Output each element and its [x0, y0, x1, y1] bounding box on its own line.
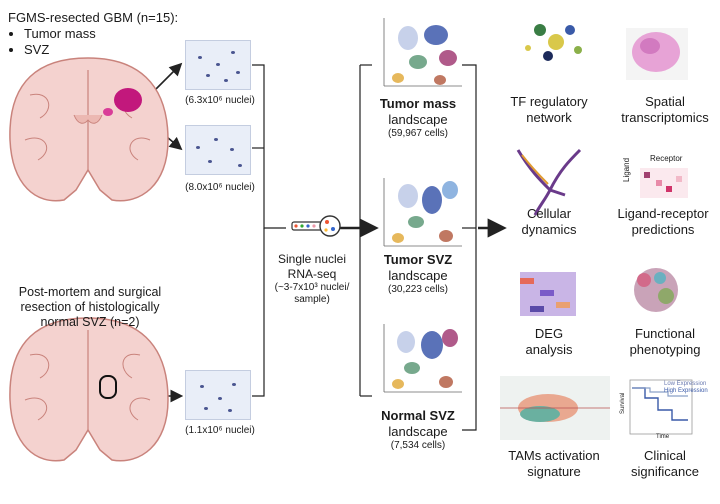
landscape-normal-svz-sub: landscape	[388, 424, 448, 439]
label-ligand: Ligand-receptor predictions	[606, 206, 720, 238]
landscape-tumor-mass-sub: landscape	[388, 112, 448, 127]
cohort-item-tumor-mass: Tumor mass	[24, 26, 96, 42]
nuclei-normal: (1.1x10⁶ nuclei)	[185, 425, 255, 436]
label-clinical: Clinical significance	[610, 448, 720, 480]
method-line3: (~3-7x10³ nuclei/	[274, 282, 350, 293]
label-tf-line1: TF regulatory	[510, 94, 588, 109]
method-text: Single nuclei RNA-seq (~3-7x10³ nuclei/ …	[272, 252, 352, 306]
km-high-label: High Expression	[664, 388, 708, 394]
normal-cohort-line2: resection of histologically	[20, 300, 160, 314]
landscape-normal-svz: Normal SVZ landscape (7,534 cells)	[366, 408, 470, 452]
spatial-thumbnail	[626, 28, 688, 80]
label-tams-line2: signature	[527, 464, 581, 479]
ligand-receptor-thumbnail	[640, 168, 688, 198]
label-deg: DEG analysis	[494, 326, 604, 358]
slide-tumor-mass	[185, 40, 251, 90]
label-tams-line1: TAMs activation	[508, 448, 600, 463]
label-functional: Functional phenotyping	[610, 326, 720, 358]
clinical-km-thumbnail	[629, 379, 693, 435]
nuclei-tumor-mass: (6.3x10⁶ nuclei)	[185, 95, 255, 106]
cohort-list: Tumor mass SVZ	[8, 26, 96, 58]
slide-svz	[185, 125, 251, 175]
tf-network-thumbnail	[525, 24, 582, 61]
label-ligand-line2: predictions	[631, 222, 695, 237]
label-ligand-line1: Ligand-receptor	[617, 206, 709, 221]
normal-cohort-line3: normal SVZ (n=2)	[40, 315, 140, 329]
method-line1: Single nuclei	[277, 252, 347, 266]
functional-thumbnail	[634, 268, 678, 312]
landscape-tumor-svz-cells: (30,223 cells)	[387, 284, 449, 295]
label-functional-line1: Functional	[635, 326, 695, 341]
normal-cohort-text: Post-mortem and surgical resection of hi…	[0, 285, 180, 330]
method-line4: sample)	[294, 294, 330, 305]
label-cellular-line2: dynamics	[521, 222, 577, 237]
lr-ligand-label: Ligand	[622, 157, 631, 182]
km-low-label: Low Expression	[664, 381, 707, 387]
umap-normal-svz	[383, 324, 462, 393]
cohort-item-svz: SVZ	[24, 42, 96, 58]
label-spatial: Spatial transcriptomics	[610, 94, 720, 126]
label-clinical-line1: Clinical	[644, 448, 686, 463]
nuclei-svz: (8.0x10⁶ nuclei)	[185, 182, 255, 193]
label-cellular: Cellular dynamics	[494, 206, 604, 238]
landscape-normal-svz-cells: (7,534 cells)	[390, 440, 446, 451]
label-tf-line2: network	[526, 110, 572, 125]
lr-receptor-label: Receptor	[650, 154, 683, 163]
normal-cohort-line1: Post-mortem and surgical	[18, 285, 162, 299]
label-tams: TAMs activation signature	[494, 448, 614, 480]
cellular-dynamics-thumbnail	[516, 148, 582, 216]
slide-normal	[185, 370, 251, 420]
landscape-tumor-mass-cells: (59,967 cells)	[387, 128, 449, 139]
cohort-title: FGMS-resected GBM (n=15):	[8, 10, 179, 25]
method-line2: RNA-seq	[287, 267, 337, 281]
landscape-tumor-svz-sub: landscape	[388, 268, 448, 283]
umap-tumor-svz	[383, 178, 462, 247]
landscape-tumor-mass: Tumor mass landscape (59,967 cells)	[366, 96, 470, 140]
km-y-label: Survival	[620, 392, 626, 414]
label-cellular-line1: Cellular	[526, 206, 572, 221]
landscape-tumor-svz: Tumor SVZ landscape (30,223 cells)	[366, 252, 470, 296]
label-clinical-line2: significance	[631, 464, 699, 479]
landscape-tumor-mass-name: Tumor mass	[379, 96, 457, 111]
label-deg-line1: DEG	[534, 326, 564, 341]
label-spatial-line1: Spatial	[645, 94, 685, 109]
deg-heatmap-thumbnail	[520, 272, 576, 316]
umap-tumor-mass	[383, 18, 462, 87]
landscape-normal-svz-name: Normal SVZ	[381, 408, 455, 423]
label-spatial-line2: transcriptomics	[621, 110, 709, 125]
landscape-tumor-svz-name: Tumor SVZ	[383, 252, 453, 267]
label-deg-line2: analysis	[525, 342, 573, 357]
km-x-label: Time	[656, 434, 670, 440]
label-tf-network: TF regulatory network	[494, 94, 604, 126]
label-functional-line2: phenotyping	[629, 342, 701, 357]
tams-scatter-thumbnail	[500, 376, 610, 440]
